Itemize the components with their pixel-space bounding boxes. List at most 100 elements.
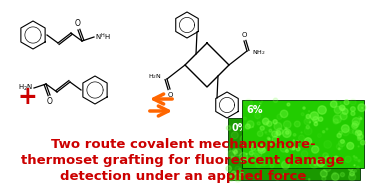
Text: $\mathregular{H_2N}$: $\mathregular{H_2N}$	[148, 73, 162, 81]
Circle shape	[283, 174, 285, 175]
Circle shape	[259, 156, 265, 162]
Circle shape	[257, 131, 263, 136]
Circle shape	[314, 153, 315, 154]
Circle shape	[349, 138, 356, 146]
Circle shape	[251, 146, 256, 151]
Circle shape	[257, 177, 258, 178]
Circle shape	[276, 165, 279, 168]
Circle shape	[318, 106, 326, 114]
Circle shape	[317, 134, 321, 138]
Circle shape	[344, 100, 349, 105]
Text: $\mathregular{NH_2}$: $\mathregular{NH_2}$	[252, 49, 266, 57]
Circle shape	[350, 99, 356, 105]
Circle shape	[316, 164, 318, 166]
Circle shape	[332, 166, 333, 168]
Circle shape	[269, 172, 272, 175]
Circle shape	[338, 140, 345, 147]
Circle shape	[282, 132, 285, 135]
Circle shape	[330, 101, 337, 108]
Circle shape	[341, 161, 346, 167]
Circle shape	[249, 110, 250, 111]
Circle shape	[235, 176, 241, 182]
Circle shape	[344, 146, 346, 148]
Circle shape	[274, 122, 282, 130]
Circle shape	[350, 171, 355, 176]
Circle shape	[239, 168, 241, 171]
Circle shape	[359, 116, 361, 119]
Text: 0%: 0%	[232, 123, 248, 133]
Circle shape	[258, 145, 264, 151]
Circle shape	[325, 156, 330, 160]
Circle shape	[341, 108, 344, 111]
Circle shape	[341, 125, 349, 132]
Circle shape	[257, 122, 259, 124]
Circle shape	[231, 132, 238, 139]
Circle shape	[352, 121, 359, 128]
Circle shape	[304, 127, 312, 135]
Circle shape	[333, 156, 339, 162]
Circle shape	[266, 135, 272, 141]
Circle shape	[243, 145, 251, 152]
Circle shape	[339, 137, 341, 139]
Circle shape	[269, 143, 273, 147]
Circle shape	[323, 164, 331, 172]
Circle shape	[303, 107, 305, 109]
Circle shape	[265, 154, 266, 155]
Circle shape	[252, 142, 256, 146]
Circle shape	[240, 160, 241, 161]
Circle shape	[306, 114, 310, 119]
Circle shape	[341, 106, 345, 111]
Circle shape	[262, 118, 269, 125]
Circle shape	[293, 129, 298, 135]
Circle shape	[356, 157, 357, 158]
Circle shape	[228, 151, 235, 158]
Text: O: O	[47, 97, 53, 106]
Circle shape	[229, 125, 230, 126]
Circle shape	[339, 105, 345, 110]
Circle shape	[247, 121, 254, 128]
Circle shape	[255, 113, 261, 119]
Circle shape	[267, 121, 272, 126]
Circle shape	[280, 145, 287, 152]
Circle shape	[336, 140, 337, 141]
Circle shape	[355, 130, 361, 136]
Circle shape	[262, 117, 268, 122]
Circle shape	[319, 117, 323, 121]
Circle shape	[252, 126, 254, 127]
Circle shape	[296, 147, 300, 151]
Circle shape	[350, 107, 355, 112]
Circle shape	[322, 176, 326, 181]
Circle shape	[296, 141, 299, 143]
Circle shape	[339, 131, 342, 135]
Circle shape	[273, 125, 275, 126]
Circle shape	[275, 155, 280, 159]
Circle shape	[256, 163, 261, 168]
Circle shape	[310, 112, 319, 120]
Circle shape	[292, 146, 294, 148]
Circle shape	[340, 173, 345, 177]
Circle shape	[305, 116, 312, 122]
Circle shape	[309, 124, 310, 125]
Circle shape	[285, 127, 287, 129]
Circle shape	[286, 131, 289, 134]
Circle shape	[273, 120, 277, 124]
Circle shape	[281, 128, 283, 130]
Circle shape	[226, 166, 232, 171]
Circle shape	[301, 132, 302, 133]
Circle shape	[314, 163, 316, 166]
Circle shape	[275, 132, 280, 138]
Circle shape	[277, 160, 279, 162]
Circle shape	[351, 151, 356, 156]
Circle shape	[359, 134, 364, 139]
Circle shape	[354, 170, 356, 172]
Circle shape	[337, 130, 339, 132]
Circle shape	[353, 132, 357, 136]
Text: Two route covalent mechanophore-
thermoset grafting for fluorescent damage
detec: Two route covalent mechanophore- thermos…	[21, 138, 345, 183]
Circle shape	[356, 166, 359, 169]
Circle shape	[295, 160, 298, 163]
Circle shape	[262, 148, 266, 152]
Polygon shape	[242, 100, 364, 168]
Circle shape	[269, 122, 277, 129]
Circle shape	[253, 122, 254, 123]
Circle shape	[331, 133, 335, 137]
